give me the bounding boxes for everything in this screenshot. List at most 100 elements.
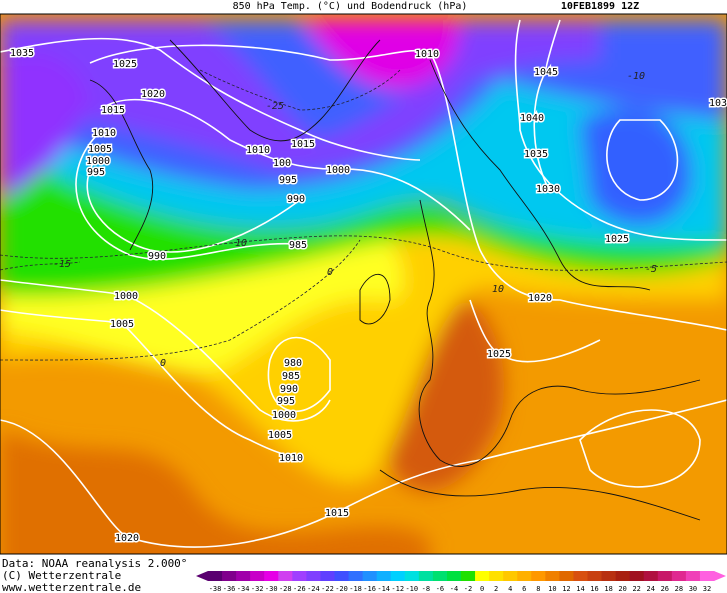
colorbar-swatch bbox=[432, 571, 448, 581]
isobar-label: 1010 bbox=[415, 49, 439, 60]
colorbar-swatch bbox=[461, 571, 476, 581]
isobar-label: 1020 bbox=[115, 533, 139, 544]
colorbar-swatch bbox=[390, 571, 406, 581]
colorbar-label: 24 bbox=[647, 585, 655, 593]
isobar-label: 1005 bbox=[268, 430, 292, 441]
colorbar-swatch bbox=[362, 571, 378, 581]
colorbar-arrow-right bbox=[714, 571, 726, 581]
colorbar-label: -22 bbox=[321, 585, 334, 593]
isobar-label: 1000 bbox=[114, 291, 138, 302]
colorbar-label: -26 bbox=[293, 585, 306, 593]
colorbar-swatch bbox=[264, 571, 279, 581]
colorbar-label: -2 bbox=[464, 585, 472, 593]
isobar-label: 980 bbox=[284, 358, 302, 369]
colorbar-swatch bbox=[334, 571, 350, 581]
colorbar-label: -20 bbox=[335, 585, 348, 593]
isobar-label: 1025 bbox=[487, 349, 511, 360]
isobar-label: 1000 bbox=[326, 165, 350, 176]
colorbar-label: 6 bbox=[522, 585, 526, 593]
isobar-label: 1030 bbox=[536, 184, 560, 195]
colorbar-label: -12 bbox=[391, 585, 404, 593]
isotherm-label: 10 bbox=[492, 284, 504, 295]
map-title: 850 hPa Temp. (°C) und Bodendruck (hPa) bbox=[233, 1, 468, 12]
colorbar-swatch bbox=[503, 571, 518, 581]
website: www.wetterzentrale.de bbox=[2, 581, 141, 593]
colorbar-swatch bbox=[278, 571, 293, 581]
colorbar-label: 26 bbox=[661, 585, 669, 593]
map-date: 10FEB1899 12Z bbox=[561, 1, 639, 12]
colorbar-swatch bbox=[446, 571, 462, 581]
colorbar-label: -10 bbox=[405, 585, 418, 593]
colorbar-swatch bbox=[657, 571, 673, 581]
colorbar-label: 20 bbox=[618, 585, 626, 593]
isobar-label: 995 bbox=[279, 175, 297, 186]
colorbar-swatch bbox=[517, 571, 532, 581]
colorbar-swatch bbox=[475, 571, 490, 581]
colorbar-swatch bbox=[699, 571, 715, 581]
colorbar-label: 32 bbox=[703, 585, 711, 593]
colorbar-label: 12 bbox=[562, 585, 570, 593]
isobar-label: 995 bbox=[277, 396, 295, 407]
colorbar-swatch bbox=[236, 571, 251, 581]
isobar-label: 990 bbox=[148, 251, 166, 262]
colorbar-swatch bbox=[320, 571, 335, 581]
data-source: Data: NOAA reanalysis 2.000° bbox=[2, 557, 187, 570]
isobar-label: 1000 bbox=[86, 156, 110, 167]
isotherm-label: -10 bbox=[229, 238, 247, 249]
map-frame bbox=[0, 13, 727, 555]
isobar-label: 1020 bbox=[528, 293, 552, 304]
colorbar-swatch bbox=[545, 571, 560, 581]
copyright: (C) Wetterzentrale bbox=[2, 569, 121, 582]
isobar-label: 1010 bbox=[279, 453, 303, 464]
colorbar-label: -6 bbox=[436, 585, 444, 593]
colorbar-label: 28 bbox=[675, 585, 683, 593]
colorbar-swatch bbox=[222, 571, 237, 581]
isobar-label: 995 bbox=[87, 167, 105, 178]
colorbar-swatch bbox=[601, 571, 617, 581]
colorbar-swatch bbox=[531, 571, 546, 581]
isotherms bbox=[0, 69, 727, 361]
isobar-label: 1015 bbox=[101, 105, 125, 116]
colorbar-swatch bbox=[306, 571, 321, 581]
colorbar-swatch bbox=[671, 571, 687, 581]
colorbar-label: -16 bbox=[363, 585, 376, 593]
isotherm-label: -15 bbox=[53, 259, 71, 270]
isotherm-label: -25 bbox=[266, 101, 284, 112]
colorbar-swatch bbox=[348, 571, 364, 581]
isobar-label: 1025 bbox=[605, 234, 629, 245]
colorbar-swatch bbox=[208, 571, 223, 581]
colorbar-label: 4 bbox=[508, 585, 512, 593]
isobar-label: 1005 bbox=[88, 144, 112, 155]
colorbar-label: 18 bbox=[604, 585, 612, 593]
colorbar-swatch bbox=[489, 571, 504, 581]
colorbar-label: -18 bbox=[349, 585, 362, 593]
colorbar-label: -24 bbox=[307, 585, 320, 593]
isotherm-label: 0 bbox=[327, 267, 333, 278]
isotherm-label: -5 bbox=[645, 264, 657, 275]
isobar-label: 1035 bbox=[10, 48, 34, 59]
isobar-label: 1010 bbox=[246, 145, 270, 156]
isobar-label: 1045 bbox=[534, 67, 558, 78]
contour-labels: 1035102510201015101010051000995101010151… bbox=[8, 47, 727, 546]
isobar-label: 1040 bbox=[520, 113, 544, 124]
colorbar-label: -32 bbox=[251, 585, 264, 593]
colorbar-label: 16 bbox=[590, 585, 598, 593]
colorbar-label: -30 bbox=[265, 585, 278, 593]
isobar-label: 990 bbox=[280, 384, 298, 395]
colorbar-label: -28 bbox=[279, 585, 292, 593]
colorbar-label: 2 bbox=[494, 585, 498, 593]
colorbar: -38 -36 -34 -32 -30 -28 -26 -24 -22 -20 -18 -16 -14-… bbox=[196, 571, 726, 593]
isobar-label: 1010 bbox=[92, 128, 116, 139]
colorbar-swatch bbox=[629, 571, 645, 581]
colorbar-swatch bbox=[615, 571, 631, 581]
colorbar-label: -8 bbox=[422, 585, 430, 593]
colorbar-label: -38 bbox=[209, 585, 222, 593]
colorbar-swatch bbox=[587, 571, 603, 581]
colorbar-swatch bbox=[404, 571, 420, 581]
colorbar-swatch bbox=[418, 571, 434, 581]
map-field bbox=[0, 14, 727, 554]
isobar-label: 1020 bbox=[141, 89, 165, 100]
colorbar-label: -14 bbox=[377, 585, 390, 593]
colorbar-swatch bbox=[559, 571, 574, 581]
